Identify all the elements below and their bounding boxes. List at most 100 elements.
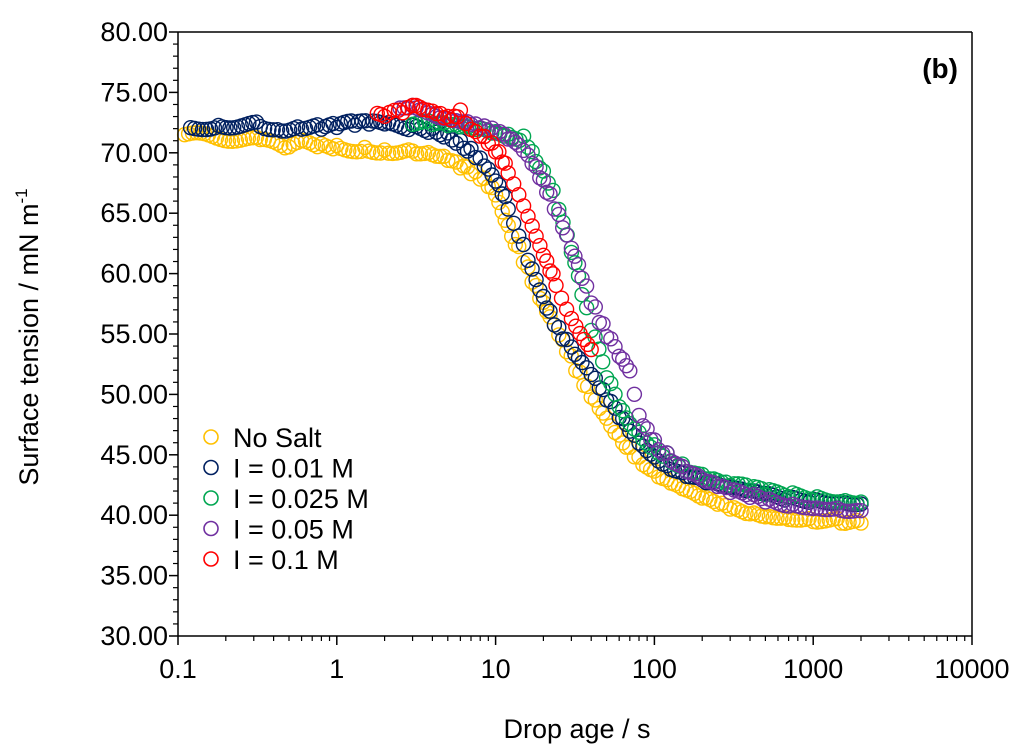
data-point [558, 227, 575, 243]
data-point [244, 129, 261, 146]
data-point [615, 403, 631, 419]
data-point [635, 457, 651, 473]
data-point [491, 177, 507, 193]
data-point [524, 261, 540, 277]
data-point [524, 155, 540, 172]
data-point [524, 218, 540, 234]
data-point [535, 288, 552, 305]
data-point [726, 476, 742, 492]
x-tick-label: 10000 [934, 654, 1009, 684]
data-point [528, 158, 544, 175]
data-point [497, 155, 513, 171]
data-point [587, 299, 603, 315]
data-point [607, 339, 623, 355]
data-point [542, 186, 558, 202]
data-point [568, 318, 584, 334]
data-point [583, 366, 599, 383]
data-point [289, 119, 306, 135]
data-point [281, 139, 297, 155]
data-point [404, 143, 421, 159]
y-tick-label: 70.00 [100, 138, 168, 168]
y-tick-label: 30.00 [100, 621, 168, 651]
legend-marker [203, 490, 219, 506]
data-point [548, 277, 564, 294]
y-tick-label: 35.00 [100, 561, 168, 591]
data-point [650, 453, 667, 469]
data-point [349, 144, 365, 160]
data-point [769, 510, 785, 526]
data-point [325, 141, 341, 157]
data-point [576, 331, 592, 348]
y-tick-label: 60.00 [100, 259, 168, 289]
data-point [494, 186, 510, 202]
data-point [639, 421, 655, 437]
ticks-layer: 0.1 1 10 100 1000 10000 30.00 35.00 40.00 45.00 50… [100, 17, 1009, 684]
data-point [440, 108, 456, 125]
data-point [829, 500, 845, 516]
data-point [440, 152, 456, 169]
x-tick-label: 1 [329, 654, 344, 684]
data-point [412, 146, 429, 162]
legend-marker [203, 459, 219, 476]
data-point [456, 140, 472, 157]
data-point [452, 102, 469, 118]
data-point [458, 115, 474, 132]
data-point [757, 509, 774, 525]
data-point [487, 173, 504, 189]
data-point [500, 201, 516, 217]
y-axis-title-superscript: -1 [12, 188, 31, 203]
data-point [325, 115, 341, 132]
data-point [722, 484, 738, 501]
data-point [520, 208, 536, 225]
data-point [563, 244, 580, 261]
data-point [587, 370, 603, 386]
data-point [539, 253, 555, 269]
data-point [372, 145, 389, 161]
data-point [357, 113, 374, 129]
data-point [206, 120, 223, 136]
data-point [635, 418, 651, 434]
data-point [507, 236, 523, 253]
data-point [750, 488, 766, 505]
data-point [580, 336, 596, 353]
data-point [476, 170, 492, 186]
y-axis-title-main: Surface tension / mN m [14, 204, 44, 486]
data-point [702, 491, 718, 508]
data-point [583, 341, 599, 358]
data-point [551, 319, 567, 336]
data-point [463, 140, 479, 157]
data-point [583, 295, 599, 311]
data-point [491, 143, 507, 160]
data-point [539, 300, 555, 316]
data-point [467, 149, 484, 166]
data-point [853, 494, 869, 510]
data-point [467, 123, 484, 140]
data-point [535, 172, 552, 188]
y-tick-label: 65.00 [100, 198, 168, 228]
data-point [532, 170, 548, 186]
data-point [448, 135, 464, 151]
data-point [805, 492, 821, 508]
data-point [353, 143, 369, 160]
data-point [515, 236, 532, 253]
legend-label: I = 0.1 M [233, 545, 339, 575]
legend-marker [203, 429, 219, 445]
data-point [714, 474, 730, 490]
x-tick-label: 0.1 [159, 654, 197, 684]
data-point [524, 143, 540, 160]
data-point [667, 455, 683, 471]
data-point [574, 354, 590, 371]
legend-label: I = 0.025 M [233, 484, 369, 514]
data-point [849, 512, 865, 529]
data-point [476, 158, 492, 174]
data-point [515, 198, 532, 214]
data-point [400, 121, 417, 138]
data-point [583, 389, 599, 405]
data-point [797, 500, 813, 516]
data-points-layer [176, 97, 869, 531]
data-point [567, 248, 583, 264]
data-point [785, 512, 801, 528]
data-point [603, 375, 619, 392]
data-point [558, 331, 575, 348]
data-point [424, 103, 441, 119]
